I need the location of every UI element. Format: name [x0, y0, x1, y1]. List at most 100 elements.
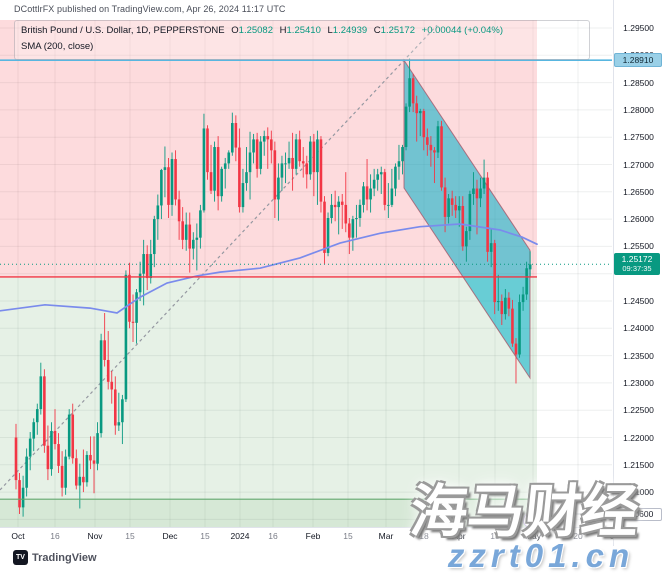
candle-body	[35, 409, 39, 423]
candle-body	[195, 237, 199, 240]
bar-countdown: 09:37:35	[622, 264, 652, 274]
price-tick-label: 1.23500	[623, 350, 654, 361]
price-tick-label: 1.24000	[623, 323, 654, 334]
candle-body	[202, 128, 206, 211]
candle-body	[124, 274, 128, 400]
candle-body	[223, 163, 227, 169]
ohlc-open-value: 1.25082	[238, 25, 273, 36]
candle-body	[96, 433, 99, 464]
candle-body	[270, 139, 273, 151]
candle-body	[493, 243, 497, 303]
candle-body	[465, 231, 468, 247]
candle-body	[57, 444, 60, 466]
candle-body	[291, 157, 294, 169]
economic-event-icon[interactable]: ⚡	[523, 512, 539, 528]
alert-price-label[interactable]: 1.28910	[614, 53, 662, 68]
candle-body	[525, 268, 528, 295]
candle-body	[92, 460, 96, 464]
candle-body	[411, 78, 415, 104]
candle-body	[486, 177, 489, 252]
time-tick-label: 15	[125, 531, 135, 541]
candle-body	[64, 456, 67, 488]
candle-body	[387, 204, 390, 206]
candle-body	[188, 224, 192, 249]
candle-body	[404, 106, 408, 148]
time-tick-label: 15	[490, 531, 500, 541]
candle-body	[468, 193, 472, 232]
candle-body	[379, 172, 383, 175]
candle-body	[184, 224, 188, 240]
candle-body	[511, 308, 514, 344]
watermark-chinese: 海马财经	[407, 480, 642, 544]
candle-body	[422, 110, 426, 138]
symbol-legend[interactable]: British Pound / U.S. Dollar, 1D, PEPPERS…	[14, 20, 590, 60]
time-tick-label: Apr	[452, 531, 466, 541]
candle-body	[333, 204, 337, 208]
candle-body	[355, 218, 358, 220]
candle-body	[309, 141, 312, 175]
candle-body	[514, 343, 518, 355]
symbol-title[interactable]: British Pound / U.S. Dollar, 1D, PEPPERS…	[21, 25, 225, 36]
candle-body	[447, 198, 450, 217]
candle-body	[85, 454, 89, 483]
event-alert-dot	[535, 512, 539, 516]
time-tick-label: Dec	[162, 531, 178, 541]
time-tick-label: Nov	[87, 531, 103, 541]
tradingview-logo-icon[interactable]: TV	[13, 550, 28, 565]
time-tick-label: 20	[573, 531, 583, 541]
time-tick-label: 15	[343, 531, 353, 541]
candle-body	[174, 159, 177, 200]
candle-body	[209, 172, 213, 191]
candle-body	[337, 201, 340, 208]
candle-body	[74, 458, 78, 486]
price-tick-label: 1.23000	[623, 377, 654, 388]
candle-body	[287, 157, 291, 164]
candle-body	[298, 139, 301, 162]
candle-body	[369, 188, 372, 200]
candle-body	[145, 254, 149, 279]
publish-info: DCottlrFX published on TradingView.com, …	[14, 4, 286, 14]
tradingview-branding[interactable]: TV TradingView	[13, 550, 97, 565]
candle-body	[394, 166, 397, 189]
candle-body	[348, 223, 351, 238]
last-price-value: 1.25172	[621, 254, 653, 265]
candle-body	[78, 476, 82, 486]
candle-body	[472, 188, 475, 194]
price-tick-label: 1.22000	[623, 432, 654, 443]
candle-body	[103, 340, 106, 360]
candle-body	[163, 167, 167, 170]
last-price-label: 1.25172 09:37:35	[614, 253, 660, 276]
candle-body	[53, 430, 57, 445]
candle-body	[213, 147, 216, 191]
price-tick-label: 1.25500	[623, 241, 654, 252]
candle-body	[521, 294, 525, 303]
indicator-legend[interactable]: SMA (200, close)	[21, 41, 94, 52]
time-axis[interactable]: Oct 16 Nov 15 Dec 15 2024 16 Feb 15 Mar 18 Apr 15 May 2…	[0, 527, 662, 547]
price-tick-label: 1.27500	[623, 132, 654, 143]
candle-body	[330, 204, 333, 219]
candle-body	[475, 188, 479, 199]
candle-body	[167, 167, 170, 205]
candle-body	[284, 163, 287, 165]
time-tick-label: May	[524, 531, 542, 541]
time-tick-label: Mar	[378, 531, 394, 541]
candle-body	[50, 430, 53, 470]
candle-body	[429, 144, 433, 151]
trendline[interactable]	[0, 24, 438, 491]
candle-body	[32, 422, 36, 439]
ohlc-low-label: L	[327, 25, 333, 36]
symbol-legend-line: British Pound / U.S. Dollar, 1D, PEPPERS…	[21, 25, 503, 36]
candle-body	[262, 136, 266, 142]
candle-body	[489, 243, 493, 252]
time-tick-label: 15	[200, 531, 210, 541]
candle-body	[500, 301, 504, 315]
price-tick-label: 1.27000	[623, 159, 654, 170]
candle-body	[305, 163, 309, 175]
sma-200-line[interactable]	[0, 223, 538, 314]
candle-body	[160, 169, 163, 206]
candle-body	[67, 414, 71, 457]
candle-body	[323, 201, 326, 253]
candle-body	[21, 487, 25, 508]
